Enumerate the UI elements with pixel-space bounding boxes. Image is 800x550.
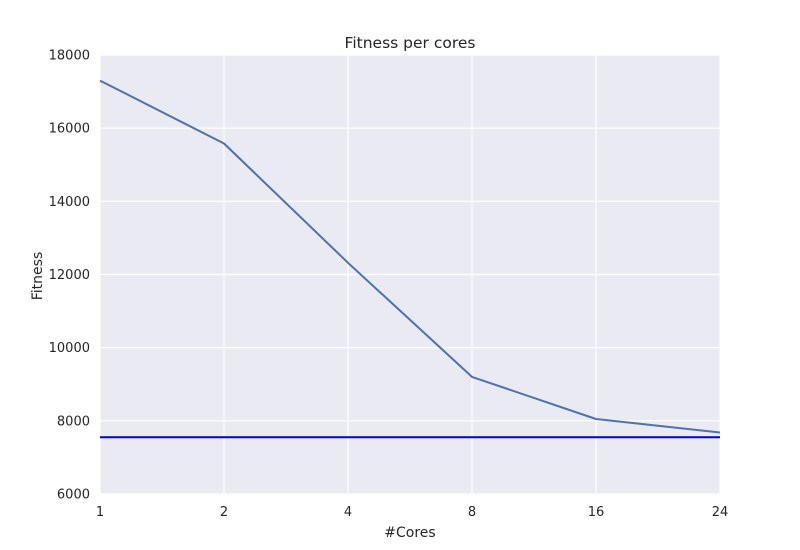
y-tick-label: 8000 xyxy=(57,414,90,429)
y-tick-label: 16000 xyxy=(49,122,90,137)
x-axis-label: #Cores xyxy=(384,525,435,541)
y-tick-labels: 6000 8000 10000 12000 14000 16000 18000 xyxy=(49,49,90,503)
series-line xyxy=(99,79,721,434)
x-tick-label: 16 xyxy=(588,505,605,520)
y-tick-label: 18000 xyxy=(49,49,90,64)
y-tick-label: 12000 xyxy=(49,268,90,283)
x-tick-label: 8 xyxy=(468,505,476,520)
grid-lines xyxy=(99,54,721,495)
y-tick-label: 10000 xyxy=(49,341,90,356)
x-tick-label: 4 xyxy=(344,505,352,520)
x-tick-label: 24 xyxy=(712,505,729,520)
x-tick-label: 1 xyxy=(96,505,104,520)
x-tick-labels: 1 2 4 8 16 24 xyxy=(96,505,728,520)
y-tick-label: 6000 xyxy=(57,488,90,503)
series-layer xyxy=(99,79,721,439)
y-axis-label: Fitness xyxy=(30,252,46,301)
x-tick-label: 2 xyxy=(220,505,228,520)
y-tick-label: 14000 xyxy=(49,195,90,210)
chart-title: Fitness per cores xyxy=(345,34,476,52)
